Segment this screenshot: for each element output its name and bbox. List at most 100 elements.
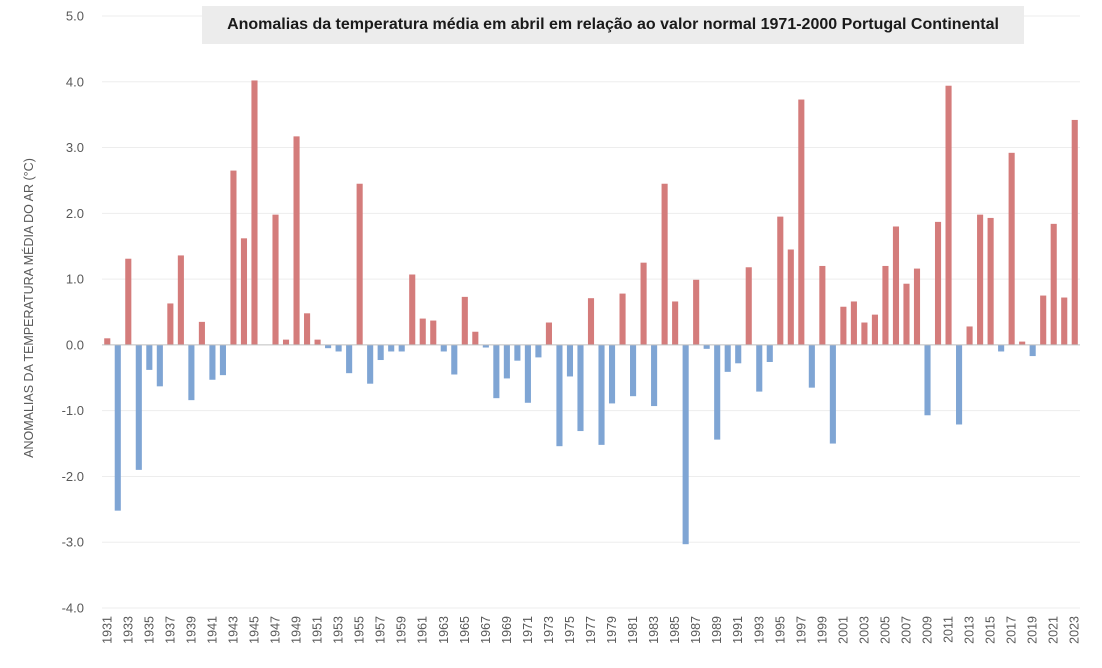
- x-tick-label: 2021: [1047, 616, 1061, 644]
- x-tick-label: 1943: [226, 616, 240, 644]
- bar-1955: [356, 183, 363, 345]
- bar-1984: [661, 183, 668, 345]
- x-tick-label: 1953: [332, 616, 346, 644]
- bar-1997: [798, 99, 805, 345]
- x-tick-label: 1995: [773, 616, 787, 644]
- bar-2004: [871, 314, 878, 345]
- bar-1968: [493, 344, 500, 399]
- x-tick-label: 1963: [437, 616, 451, 644]
- bar-2003: [861, 322, 868, 345]
- bar-1933: [125, 258, 132, 345]
- bar-1935: [146, 344, 153, 370]
- x-tick-label: 1933: [121, 616, 135, 644]
- bar-1998: [808, 344, 815, 388]
- bar-1970: [514, 344, 521, 361]
- bar-1973: [545, 322, 552, 345]
- x-tick-label: 1957: [374, 616, 388, 644]
- bar-1971: [524, 344, 531, 403]
- bar-1963: [440, 344, 447, 352]
- y-tick-label: -4.0: [62, 601, 84, 616]
- bar-1965: [461, 296, 468, 345]
- x-tick-label: 2003: [857, 616, 871, 644]
- bar-1964: [451, 344, 458, 375]
- x-tick-label: 2005: [878, 616, 892, 644]
- x-tick-label: 1993: [752, 616, 766, 644]
- bar-1972: [535, 344, 542, 358]
- bar-1967: [482, 344, 489, 348]
- bar-1936: [156, 344, 163, 387]
- bar-2002: [850, 301, 857, 345]
- bar-1969: [503, 344, 510, 379]
- bar-1982: [640, 262, 647, 345]
- gridlines: [102, 15, 1080, 609]
- x-tick-label: 1991: [731, 616, 745, 644]
- bar-1958: [388, 344, 395, 352]
- x-tick-label: 2001: [836, 616, 850, 644]
- bar-1951: [314, 339, 321, 345]
- x-tick-label: 1999: [815, 616, 829, 644]
- x-axis-ticks: 1931 1933 1935 1937 1939 1941 1943 1945 1947 1949…: [100, 616, 1081, 644]
- bar-1942: [219, 344, 226, 376]
- bar-1991: [735, 344, 742, 364]
- bar-1993: [756, 344, 763, 392]
- x-tick-label: 1981: [626, 616, 640, 644]
- x-tick-label: 1997: [794, 616, 808, 644]
- bar-2020: [1040, 295, 1047, 345]
- bar-1948: [282, 339, 290, 345]
- y-tick-label: 2.0: [66, 206, 84, 221]
- bar-1950: [304, 313, 311, 345]
- bar-2011: [945, 85, 952, 345]
- x-tick-label: 1965: [458, 616, 472, 644]
- bar-1953: [335, 344, 342, 352]
- y-axis-label: ANOMALIAS DA TEMPERATURA MÉDIA DO AR (°C…: [22, 158, 36, 458]
- bar-1944: [240, 238, 248, 345]
- x-tick-label: 1951: [311, 616, 325, 644]
- x-tick-label: 1961: [416, 616, 430, 644]
- x-tick-label: 1967: [479, 616, 493, 644]
- x-tick-label: 1939: [184, 616, 198, 644]
- x-tick-label: 1971: [521, 616, 535, 644]
- bar-2000: [829, 344, 836, 444]
- chart-title: Anomalias da temperatura média em abril …: [227, 16, 999, 33]
- bar-1947: [272, 214, 279, 345]
- bar-1976: [577, 344, 584, 432]
- bar-2017: [1008, 152, 1015, 345]
- bar-1952: [325, 344, 332, 349]
- bar-1960: [409, 274, 416, 345]
- x-tick-label: 1937: [163, 616, 177, 644]
- x-tick-label: 2017: [1005, 616, 1019, 644]
- bar-1981: [630, 344, 637, 397]
- x-tick-label: 1983: [647, 616, 661, 644]
- bar-1957: [377, 344, 384, 361]
- bar-1986: [682, 344, 689, 545]
- bar-1961: [419, 318, 426, 345]
- bar-2008: [913, 268, 921, 345]
- x-tick-label: 1989: [710, 616, 724, 644]
- x-tick-label: 2011: [942, 616, 956, 643]
- bar-2006: [892, 226, 900, 345]
- x-tick-label: 2015: [984, 616, 998, 644]
- bar-2010: [934, 221, 942, 345]
- bar-1932: [114, 344, 121, 511]
- y-tick-label: 5.0: [66, 9, 84, 24]
- bar-1959: [398, 344, 405, 352]
- bar-1975: [566, 344, 574, 377]
- y-tick-label: 4.0: [66, 74, 84, 89]
- x-tick-label: 1955: [353, 616, 367, 644]
- bar-1989: [714, 344, 721, 440]
- bar-2007: [903, 283, 910, 345]
- bar-1962: [430, 320, 437, 345]
- bar-2023: [1071, 119, 1078, 345]
- bar-1992: [745, 267, 752, 345]
- x-tick-label: 1947: [269, 616, 283, 644]
- bars: [104, 80, 1078, 545]
- bar-2022: [1061, 297, 1068, 345]
- bar-1945: [251, 80, 258, 345]
- bar-1974: [556, 344, 563, 447]
- bar-1985: [672, 301, 679, 345]
- y-tick-label: 0.0: [66, 337, 84, 352]
- bar-2014: [977, 214, 984, 345]
- bar-1937: [167, 303, 174, 345]
- bar-2001: [840, 306, 847, 345]
